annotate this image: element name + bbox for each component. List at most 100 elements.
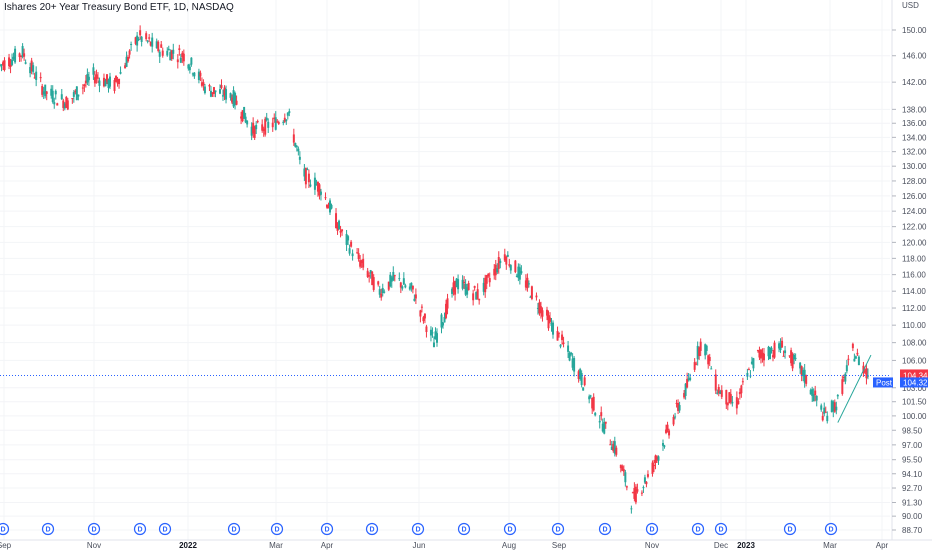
dividend-letter: D: [0, 527, 5, 534]
candle-body: [791, 353, 794, 369]
candle-body: [54, 90, 57, 95]
candle-body: [20, 55, 23, 57]
candle-body: [853, 358, 856, 362]
candle-body: [130, 43, 133, 45]
candle-body: [389, 274, 392, 287]
dividend-letter: D: [507, 527, 512, 534]
candle-body: [624, 472, 627, 483]
candle-body: [686, 378, 689, 388]
candle-body: [600, 412, 603, 417]
candle-body: [316, 182, 319, 192]
candle-body: [630, 508, 633, 510]
time-label: Dec: [714, 541, 728, 550]
candle-body: [368, 275, 371, 277]
candle-body: [107, 80, 110, 88]
dividend-marker[interactable]: D: [41, 522, 55, 536]
candle-body: [668, 430, 671, 436]
candle-body: [160, 44, 163, 48]
candle-body: [234, 93, 237, 105]
candle-body: [538, 302, 541, 314]
candle-body: [178, 48, 181, 50]
candle-body: [410, 282, 413, 288]
trendline[interactable]: [837, 354, 872, 423]
dividend-marker[interactable]: D: [457, 522, 471, 536]
candle-body: [71, 98, 74, 100]
candle-body: [298, 156, 301, 160]
candle-body: [276, 121, 279, 123]
candle-body: [631, 492, 634, 494]
candle-body: [348, 248, 351, 254]
candle-body: [826, 415, 829, 422]
candle-body: [191, 73, 194, 75]
dividend-circle: [714, 522, 728, 536]
candle-body: [503, 254, 506, 261]
candle-body: [788, 355, 791, 357]
candle-body: [604, 421, 607, 424]
candle-body: [33, 77, 36, 79]
candle-body: [689, 377, 692, 381]
candle-body: [451, 288, 454, 294]
candle-body: [187, 64, 190, 69]
price-axis[interactable]: USD 150.00 146.00 142.00 138.00 136.00 134.00…: [892, 1, 927, 535]
candle-body: [306, 169, 309, 171]
candle-body: [793, 354, 796, 360]
candle-body: [654, 455, 657, 463]
dividend-marker[interactable]: D: [411, 522, 425, 536]
dividend-marker[interactable]: D: [320, 522, 334, 536]
candle-body: [514, 260, 517, 273]
candle-body: [282, 121, 285, 123]
dividend-marker[interactable]: D: [645, 522, 659, 536]
dividend-marker[interactable]: D: [158, 522, 172, 536]
price-tick-label: 114.00: [902, 287, 926, 296]
candle-body: [338, 220, 341, 229]
dividend-letter: D: [555, 527, 560, 534]
dividend-marker[interactable]: D: [365, 522, 379, 536]
candle-body: [615, 447, 618, 455]
candle-body: [264, 118, 267, 135]
candle-body: [488, 278, 491, 283]
candle-body: [335, 213, 338, 229]
candle-body: [420, 306, 423, 308]
dividend-marker[interactable]: D: [598, 522, 612, 536]
candle-body: [728, 392, 731, 404]
dividend-marker[interactable]: D: [783, 522, 797, 536]
candle-body: [86, 73, 89, 83]
dividend-marker[interactable]: D: [503, 522, 517, 536]
dividend-circle: [227, 522, 241, 536]
time-axis[interactable]: Sep Nov 2022 Mar Apr Jun Aug Sep Nov Dec 2023 Mar Ap…: [0, 541, 889, 550]
dividend-marker[interactable]: D: [0, 522, 10, 536]
candle-body: [336, 225, 339, 231]
price-tick-label: 97.00: [902, 441, 923, 450]
candle-body: [267, 121, 270, 128]
candle-body: [443, 316, 446, 323]
dividend-marker[interactable]: D: [824, 522, 838, 536]
candle-body: [536, 307, 539, 309]
candle-body: [865, 368, 868, 379]
candle-body: [708, 356, 711, 362]
dividend-marker[interactable]: D: [227, 522, 241, 536]
dividend-marker[interactable]: D: [270, 522, 284, 536]
candle-body: [526, 277, 529, 289]
candle-body: [484, 277, 487, 293]
candle-body: [675, 402, 678, 404]
candle-body: [50, 88, 53, 96]
candle-body: [318, 184, 321, 196]
candle-body: [518, 267, 521, 280]
candle-body: [781, 340, 784, 348]
time-label: Nov: [87, 541, 101, 550]
candle-body: [782, 355, 785, 357]
dividend-marker[interactable]: D: [87, 522, 101, 536]
candle-body: [231, 97, 234, 103]
dividend-marker[interactable]: D: [551, 522, 565, 536]
candle-body: [573, 357, 576, 372]
candle-body: [461, 279, 464, 289]
dividend-marker[interactable]: D: [133, 522, 147, 536]
dividend-marker[interactable]: D: [714, 522, 728, 536]
dividend-circle: [411, 522, 425, 536]
dividend-marker[interactable]: D: [691, 522, 705, 536]
candlestick-series[interactable]: [0, 25, 869, 514]
candle-body: [845, 365, 848, 372]
candle-body: [271, 122, 274, 128]
